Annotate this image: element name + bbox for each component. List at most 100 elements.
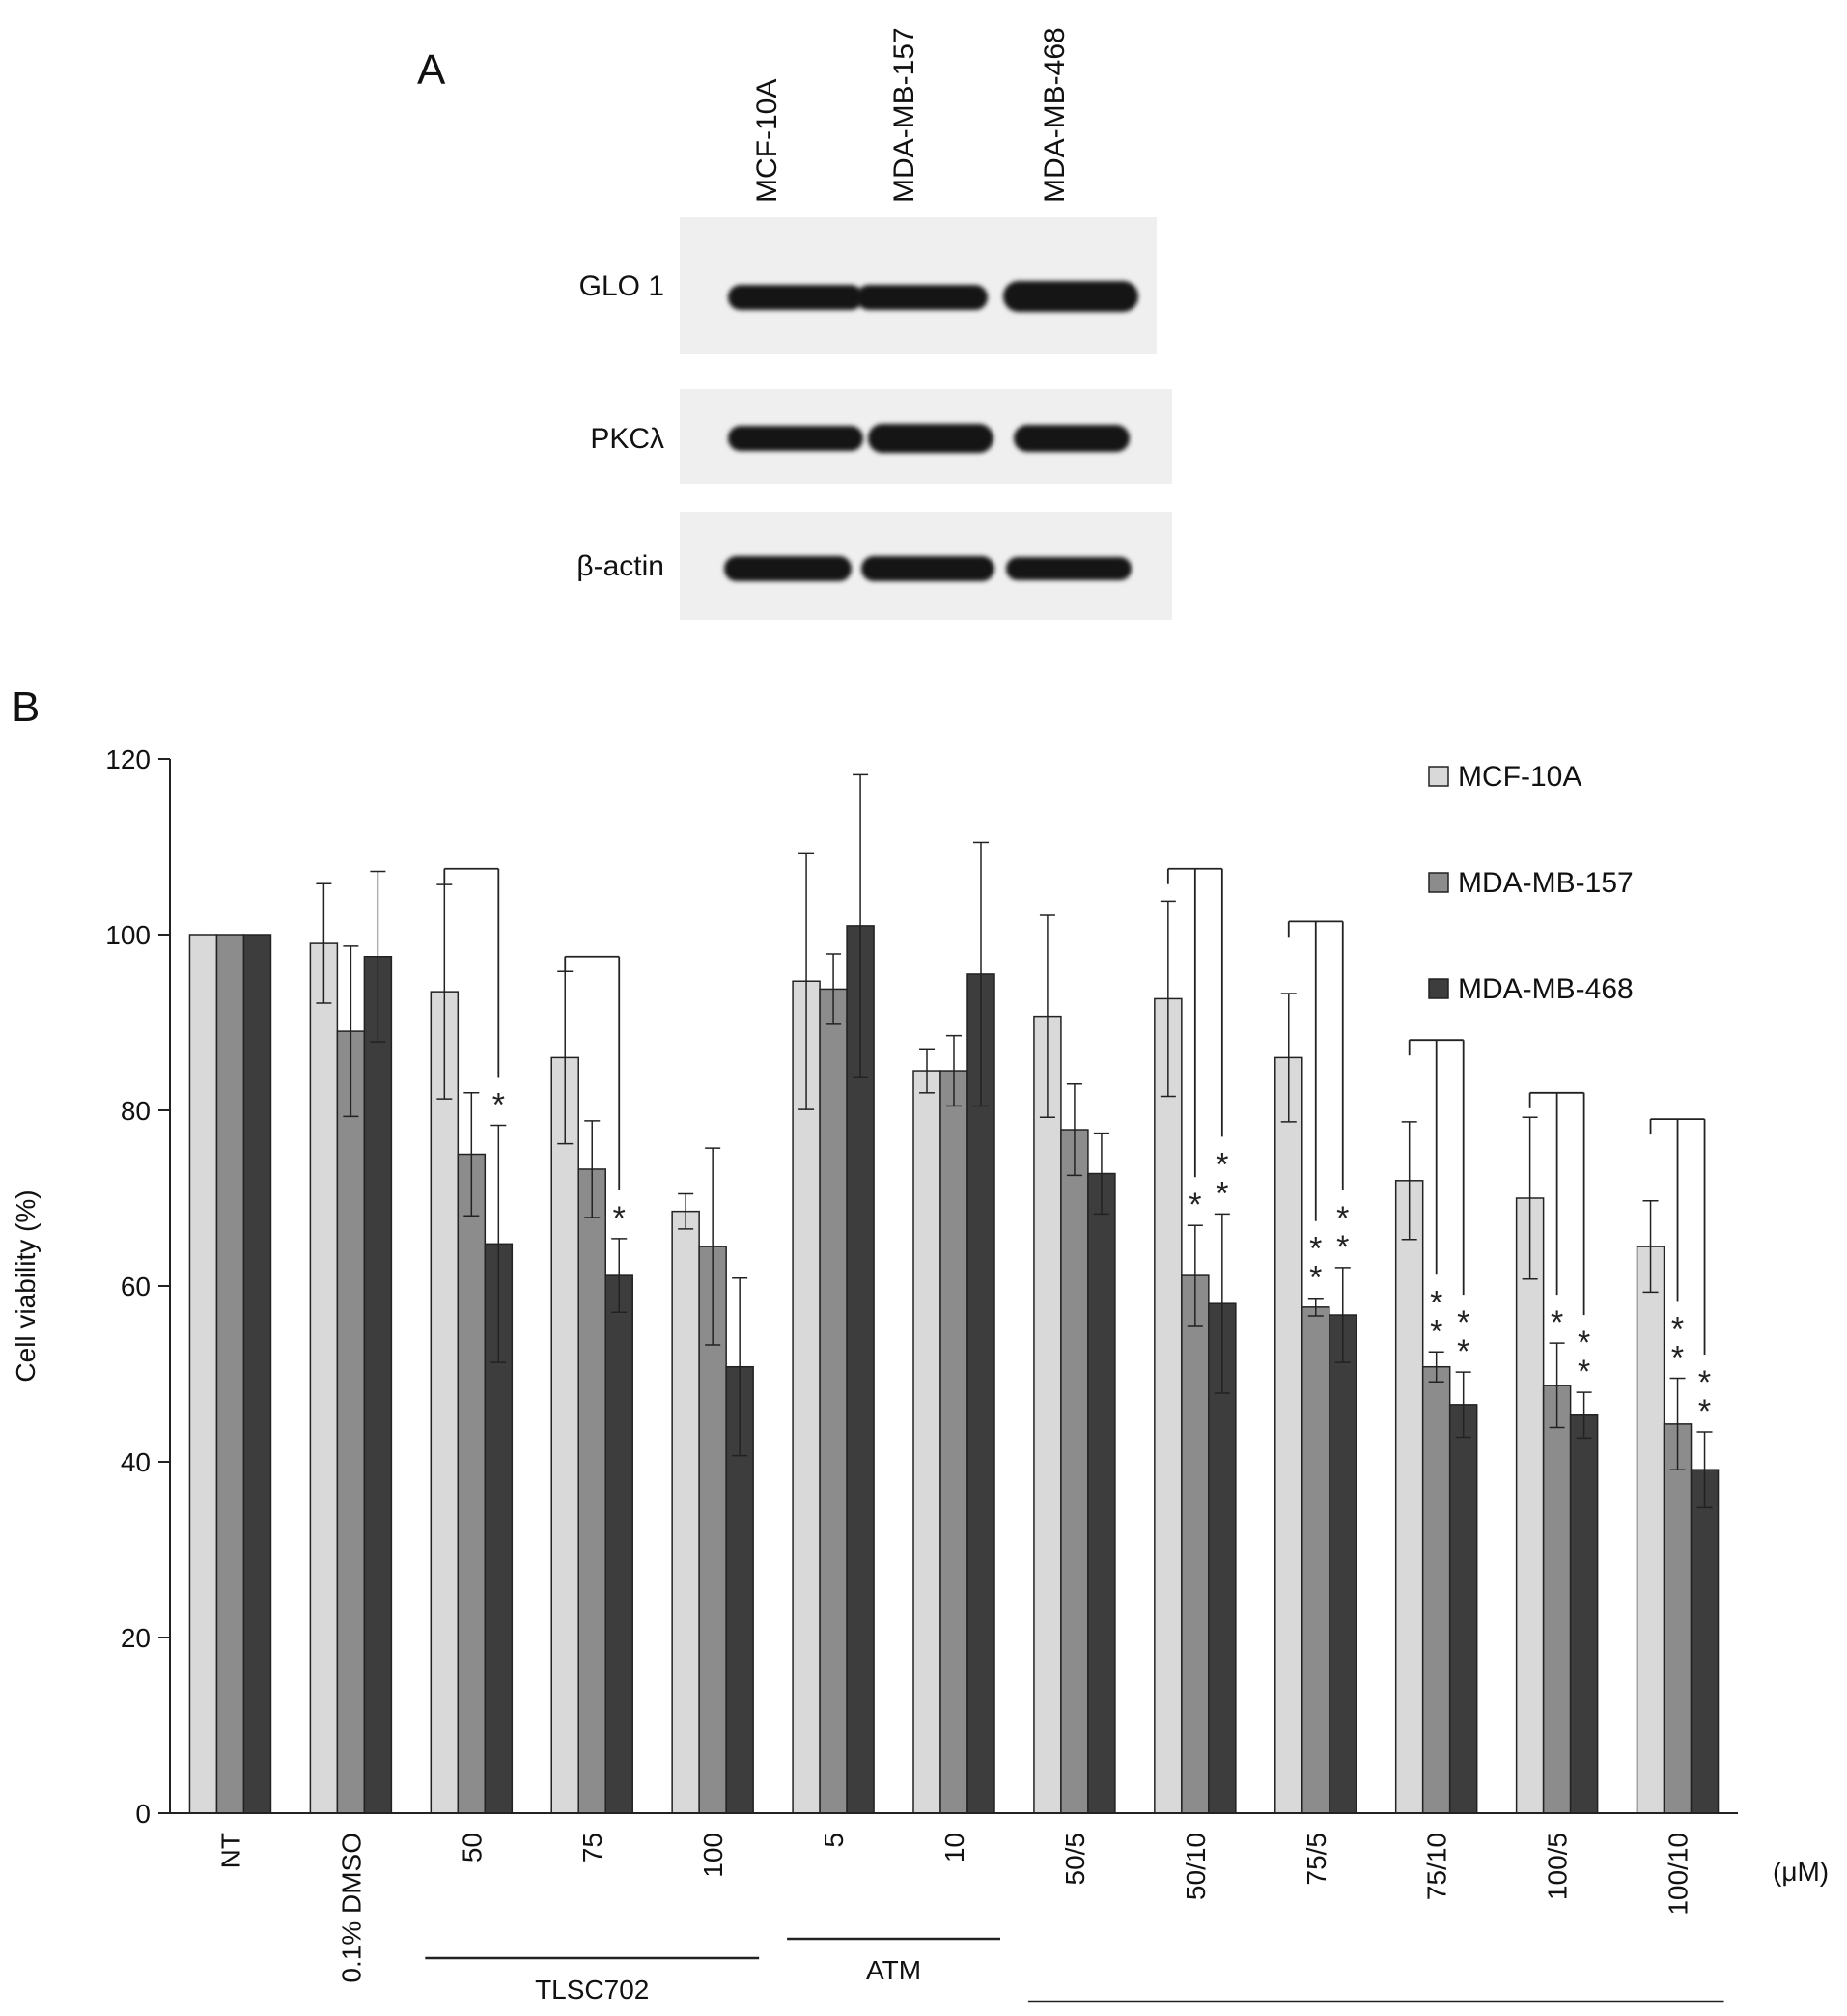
bar-1-3 (577, 1168, 606, 1814)
x-tick-label-2: 50 (457, 1833, 487, 1862)
band-glo1-lane1 (728, 285, 863, 310)
y-tick-label-2: 40 (121, 1447, 151, 1477)
bar-1-0 (215, 934, 245, 1814)
bar-0-9 (1274, 1056, 1303, 1814)
bar-1-7 (1060, 1129, 1089, 1814)
panel-b-letter: B (12, 684, 41, 731)
lane-label-3: MDA-MB-468 (1039, 27, 1071, 203)
band-pkc-lane3 (1014, 425, 1130, 452)
x-tick-label-0: NT (215, 1833, 245, 1868)
significance-mark-1-11-0: * (1551, 1304, 1563, 1341)
group-label-0: TLSC702 (535, 1974, 649, 2004)
x-tick-label-8: 50/10 (1181, 1833, 1211, 1900)
unit-label: (μM) (1773, 1857, 1829, 1887)
band-actin-lane2 (861, 556, 994, 581)
significance-mark-2-12-1: * (1698, 1364, 1711, 1401)
bar-0-3 (550, 1056, 579, 1814)
bar-1-6 (939, 1070, 968, 1814)
blot-actin (680, 512, 1172, 620)
significance-mark-2-3-0: * (613, 1200, 626, 1237)
significance-mark-2-8-0: * (1216, 1175, 1228, 1212)
x-tick-label-10: 75/10 (1422, 1833, 1452, 1900)
x-tick-label-9: 75/5 (1301, 1833, 1331, 1886)
bar-0-8 (1154, 997, 1183, 1814)
bar-0-10 (1394, 1180, 1424, 1814)
legend-label-0: MCF-10A (1458, 761, 1581, 793)
bar-1-12 (1663, 1423, 1693, 1814)
legend-swatch-1 (1428, 872, 1449, 893)
bar-2-0 (242, 934, 272, 1814)
significance-mark-2-10-1: * (1457, 1304, 1469, 1341)
bar-1-1 (336, 1030, 366, 1814)
x-tick-label-6: 10 (939, 1833, 969, 1862)
y-axis-title: Cell viability (%) (11, 1190, 41, 1382)
band-pkc-lane2 (868, 424, 993, 453)
bar-2-3 (604, 1274, 633, 1814)
legend-label-1: MDA-MB-157 (1458, 867, 1634, 899)
x-tick-label-3: 75 (577, 1833, 607, 1862)
bar-2-10 (1448, 1404, 1478, 1814)
significance-mark-2-11-1: * (1578, 1325, 1590, 1361)
x-tick-label-12: 100/10 (1664, 1833, 1693, 1916)
band-glo1-lane2 (856, 285, 988, 310)
bar-2-11 (1569, 1414, 1599, 1814)
bar-0-11 (1515, 1197, 1545, 1814)
bar-0-6 (912, 1070, 941, 1814)
significance-mark-1-12-0: * (1671, 1340, 1684, 1377)
bar-0-2 (430, 991, 460, 1814)
bar-2-12 (1690, 1469, 1720, 1814)
blot-pkc (680, 389, 1172, 484)
y-tick-label-5: 100 (105, 920, 151, 950)
significance-mark-2-2-0: * (492, 1086, 505, 1123)
bar-2-9 (1329, 1314, 1357, 1814)
x-tick-label-1: 0.1% DMSO (336, 1833, 366, 1983)
y-tick-label-4: 80 (121, 1096, 151, 1126)
significance-mark-2-8-1: * (1216, 1146, 1228, 1183)
band-actin-lane1 (724, 556, 852, 581)
bar-1-10 (1421, 1365, 1451, 1814)
bar-0-0 (188, 934, 218, 1814)
lane-label-2: MDA-MB-157 (888, 27, 920, 203)
x-tick-label-7: 50/5 (1060, 1833, 1090, 1886)
significance-mark-1-10-1: * (1430, 1284, 1442, 1321)
bar-0-4 (671, 1210, 700, 1814)
protein-label-glo1: GLO 1 (578, 270, 664, 302)
protein-label-pkc: PKCλ (590, 423, 664, 455)
significance-mark-2-11-0: * (1578, 1354, 1590, 1390)
bar-0-7 (1033, 1015, 1062, 1814)
bar-2-1 (363, 956, 393, 1814)
significance-mark-1-9-0: * (1309, 1260, 1322, 1297)
bar-2-7 (1087, 1172, 1116, 1814)
significance-mark-2-12-0: * (1698, 1393, 1711, 1430)
bar-0-12 (1636, 1246, 1665, 1814)
group-label-1: ATM (866, 1955, 921, 1985)
x-tick-label-5: 5 (819, 1833, 849, 1848)
bar-1-2 (457, 1153, 487, 1814)
x-tick-label-11: 100/5 (1543, 1833, 1573, 1900)
bar-1-11 (1542, 1385, 1572, 1814)
significance-mark-1-9-1: * (1309, 1231, 1322, 1268)
significance-mark-2-9-0: * (1336, 1229, 1349, 1266)
significance-mark-2-10-0: * (1457, 1333, 1469, 1370)
viability-bar-chart: ******************** 020406080100120Cell… (11, 744, 1829, 2004)
y-tick-label-1: 20 (121, 1623, 151, 1653)
band-pkc-lane1 (728, 426, 863, 451)
x-tick-label-4: 100 (698, 1833, 728, 1878)
significance-mark-1-12-1: * (1671, 1311, 1684, 1348)
lane-label-1: MCF-10A (751, 78, 783, 203)
bar-0-1 (309, 942, 339, 1814)
band-glo1-lane3 (1003, 281, 1138, 312)
bar-1-5 (819, 988, 848, 1814)
bar-0-5 (792, 980, 821, 1814)
significance-mark-1-10-0: * (1430, 1313, 1442, 1350)
bar-1-9 (1301, 1306, 1330, 1814)
significance-mark-1-8-0: * (1189, 1187, 1201, 1223)
band-actin-lane3 (1006, 557, 1132, 580)
legend-swatch-0 (1428, 766, 1449, 787)
legend-label-2: MDA-MB-468 (1458, 973, 1634, 1005)
legend-swatch-2 (1428, 978, 1449, 999)
y-tick-label-3: 60 (121, 1272, 151, 1302)
y-tick-label-0: 0 (135, 1799, 151, 1829)
significance-mark-2-9-1: * (1336, 1200, 1349, 1237)
panel-a-letter: A (417, 46, 446, 94)
